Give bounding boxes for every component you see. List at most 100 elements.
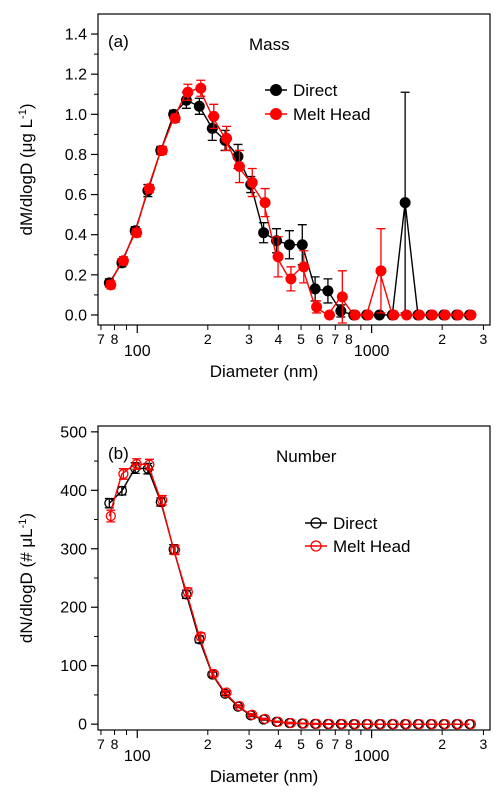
y-tick-label: 1.4 — [65, 27, 87, 44]
data-point — [170, 544, 181, 556]
data-point — [440, 719, 451, 730]
data-point — [375, 265, 387, 277]
y-tick-label: 0.2 — [65, 267, 87, 284]
data-point — [349, 309, 361, 321]
data-point — [233, 160, 245, 172]
x-minor-tick-label: 4 — [274, 736, 282, 752]
legend-label-direct: Direct — [293, 81, 338, 100]
y-axis-title-superscript: -1 — [17, 519, 29, 529]
panel-label: (b) — [108, 444, 129, 463]
series-line — [108, 463, 470, 725]
legend-marker-melt-head — [310, 540, 322, 552]
data-point — [452, 309, 464, 321]
error-bar — [234, 704, 244, 708]
y-axis-title: dN/dlogD (# μL-1) — [17, 513, 36, 643]
data-point — [324, 718, 335, 730]
legend-marker-melt-head — [270, 108, 282, 120]
data-point — [259, 713, 271, 725]
data-point — [259, 197, 271, 209]
data-point — [388, 719, 399, 730]
x-minor-tick-label: 7 — [97, 331, 105, 347]
plot-frame — [97, 425, 491, 731]
data-point — [143, 183, 155, 195]
error-bar — [209, 670, 219, 677]
chart-title: Mass — [249, 35, 290, 54]
data-point — [337, 718, 348, 730]
x-tick-label: 1000 — [354, 748, 390, 765]
data-point — [131, 458, 142, 470]
data-point — [195, 82, 207, 94]
x-minor-tick-label: 8 — [111, 736, 119, 752]
x-minor-tick-label: 8 — [111, 331, 119, 347]
data-point — [323, 309, 335, 321]
data-point — [285, 717, 297, 729]
legend-label-melt-head: Melt Head — [333, 537, 410, 556]
data-point — [375, 719, 387, 730]
data-point — [296, 239, 308, 251]
x-axis-title: Diameter (nm) — [210, 767, 319, 786]
x-minor-tick-label: 2 — [438, 331, 446, 347]
data-point — [182, 586, 194, 598]
data-point — [157, 495, 168, 506]
x-tick-label: 100 — [124, 748, 151, 765]
series-direct — [103, 91, 475, 321]
x-tick-label: 100 — [124, 343, 151, 360]
x-minor-tick-label: 2 — [204, 736, 212, 752]
error-bar — [273, 720, 283, 724]
data-point — [362, 309, 374, 321]
data-point — [399, 197, 411, 209]
y-tick-label: 400 — [60, 483, 87, 500]
x-minor-tick-label: 3 — [245, 331, 253, 347]
data-point — [118, 468, 129, 480]
x-minor-tick-label: 2 — [438, 736, 446, 752]
data-point — [105, 279, 117, 291]
x-minor-tick-label: 7 — [97, 736, 105, 752]
x-minor-tick-label: 5 — [297, 736, 305, 752]
x-tick-label: 1000 — [354, 343, 390, 360]
y-tick-label: 1.0 — [65, 107, 87, 124]
data-point — [427, 719, 438, 730]
data-point — [117, 255, 129, 267]
data-point — [311, 301, 323, 313]
data-point — [465, 309, 477, 321]
legend: Direct Melt Head — [265, 81, 370, 124]
x-axis-title: Diameter (nm) — [210, 362, 319, 381]
data-point — [285, 273, 297, 285]
series-melt-head — [105, 458, 477, 730]
x-minor-tick-label: 8 — [345, 331, 353, 347]
y-tick-label: 300 — [60, 541, 87, 558]
data-point — [350, 718, 361, 730]
data-point — [414, 719, 425, 730]
y-axis-title: dM/dlogD (μg L-1) — [17, 103, 36, 235]
x-minor-tick-label: 6 — [316, 736, 324, 752]
data-point — [298, 261, 310, 273]
data-point — [131, 227, 143, 239]
y-axis-title-close: ) — [17, 513, 36, 519]
data-point — [401, 309, 413, 321]
data-point — [336, 291, 348, 303]
x-minor-tick-label: 5 — [297, 331, 305, 347]
data-point — [388, 309, 400, 321]
data-point — [234, 700, 245, 712]
y-tick-label: 0.0 — [65, 307, 87, 324]
data-point — [335, 305, 347, 317]
data-point — [272, 716, 284, 727]
error-bar — [312, 722, 322, 725]
data-point — [105, 510, 116, 522]
data-point — [439, 309, 451, 321]
y-tick-label: 0.6 — [65, 187, 87, 204]
data-point — [283, 239, 295, 251]
x-minor-tick-label: 6 — [316, 331, 324, 347]
data-point — [401, 719, 412, 730]
plot-frame — [97, 13, 491, 326]
series-direct — [104, 462, 475, 730]
x-minor-tick-label: 7 — [331, 331, 339, 347]
data-point — [311, 718, 322, 730]
series-layer — [103, 79, 477, 324]
data-point — [208, 668, 219, 680]
x-minor-tick-label: 2 — [204, 331, 212, 347]
data-point — [298, 718, 309, 729]
y-axis-title-main: dM/dlogD (μg L — [17, 119, 36, 236]
